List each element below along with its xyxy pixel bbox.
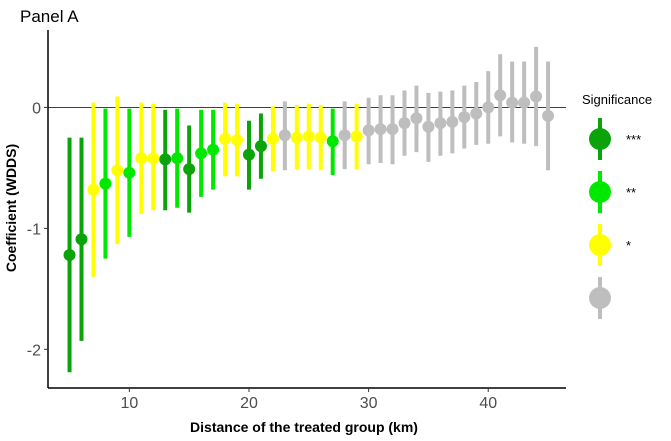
data-point	[434, 117, 447, 130]
y-axis-title: Coefficient (WDDS)	[3, 144, 19, 272]
legend-items: ******	[589, 118, 641, 319]
data-point	[111, 164, 124, 177]
data-point	[135, 152, 148, 165]
data-point	[75, 233, 88, 246]
data-point	[278, 129, 291, 142]
data-point	[518, 96, 531, 109]
legend: Significance ******	[582, 92, 652, 319]
data-point	[506, 96, 519, 109]
data-point	[338, 129, 351, 142]
data-point	[398, 117, 411, 130]
data-point	[123, 166, 136, 179]
data-point	[242, 148, 255, 161]
legend-label: **	[626, 185, 636, 200]
x-axis-title: Distance of the treated group (km)	[190, 419, 418, 435]
error-bars	[67, 46, 551, 373]
x-tick-label: 10	[120, 395, 138, 412]
data-points	[63, 89, 555, 261]
data-point	[159, 153, 172, 166]
data-point	[482, 101, 495, 114]
legend-item	[589, 277, 611, 319]
data-point	[446, 115, 459, 128]
data-point	[386, 123, 399, 136]
legend-key-point	[589, 287, 611, 309]
data-point	[326, 135, 339, 148]
plot-area	[48, 46, 566, 373]
legend-label: *	[626, 238, 631, 253]
y-axis-ticks: 0 -1 -2	[27, 100, 48, 359]
data-point	[219, 132, 232, 145]
x-tick-label: 30	[360, 395, 378, 412]
data-point	[530, 90, 543, 103]
legend-item: *	[589, 224, 631, 266]
data-point	[374, 123, 387, 136]
data-point	[362, 124, 375, 137]
legend-key-point	[589, 181, 611, 203]
legend-key-point	[589, 234, 611, 256]
data-point	[183, 163, 196, 176]
data-point	[99, 177, 112, 190]
data-point	[87, 183, 100, 196]
data-point	[494, 89, 507, 102]
legend-item: ***	[589, 118, 641, 160]
data-point	[314, 131, 327, 144]
data-point	[290, 131, 303, 144]
y-tick-label: -2	[27, 342, 41, 359]
data-point	[63, 248, 76, 261]
data-point	[231, 134, 244, 147]
legend-item: **	[589, 171, 636, 213]
data-point	[350, 130, 363, 143]
x-tick-label: 20	[240, 395, 258, 412]
data-point	[171, 152, 184, 165]
data-point	[410, 112, 423, 125]
data-point	[195, 147, 208, 160]
data-point	[254, 140, 267, 153]
x-tick-label: 40	[479, 395, 497, 412]
data-point	[458, 111, 471, 124]
data-point	[542, 109, 555, 122]
legend-label: ***	[626, 132, 641, 147]
y-tick-label: -1	[27, 221, 41, 238]
panel-title: Panel A	[20, 7, 79, 26]
x-axis-ticks: 10 20 30 40	[120, 388, 497, 412]
y-tick-label: 0	[32, 100, 41, 117]
data-point	[266, 132, 279, 145]
data-point	[207, 143, 220, 156]
data-point	[147, 152, 160, 165]
legend-title: Significance	[582, 92, 652, 107]
data-point	[422, 120, 435, 133]
legend-key-point	[589, 128, 611, 150]
data-point	[470, 107, 483, 120]
data-point	[302, 130, 315, 143]
